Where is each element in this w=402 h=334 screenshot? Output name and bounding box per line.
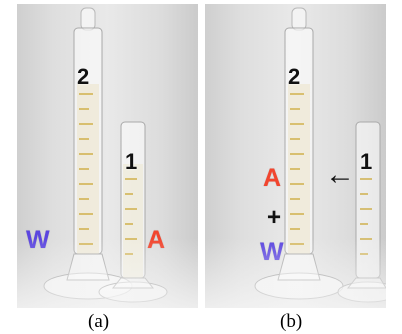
- cylinders-illustration-b: [254, 7, 386, 303]
- tall-cylinder-number: 2: [288, 64, 301, 89]
- tall-cylinder-number: 2: [77, 64, 90, 89]
- photo-panel-b: 2 1 ← A + W: [205, 4, 386, 308]
- water-label: W: [260, 238, 284, 266]
- caption-a: (a): [88, 311, 110, 332]
- photo-panel-a: 2 1 W A: [17, 4, 198, 308]
- alcohol-label: A: [147, 226, 166, 254]
- water-label: W: [26, 226, 50, 254]
- left-arrow-icon: ←: [325, 158, 355, 191]
- stopper-shape: [80, 7, 96, 31]
- cylinders-illustration-a: [43, 7, 168, 303]
- tall-base-shape: [43, 272, 133, 300]
- short-cylinder-shape: [355, 121, 381, 279]
- short-cylinder-number: 1: [125, 149, 138, 174]
- plus-sign: +: [267, 204, 282, 231]
- short-base-shape: [98, 281, 168, 303]
- short-cylinder-number: 1: [360, 149, 373, 174]
- alcohol-label: A: [263, 164, 282, 192]
- caption-b: (b): [280, 311, 303, 332]
